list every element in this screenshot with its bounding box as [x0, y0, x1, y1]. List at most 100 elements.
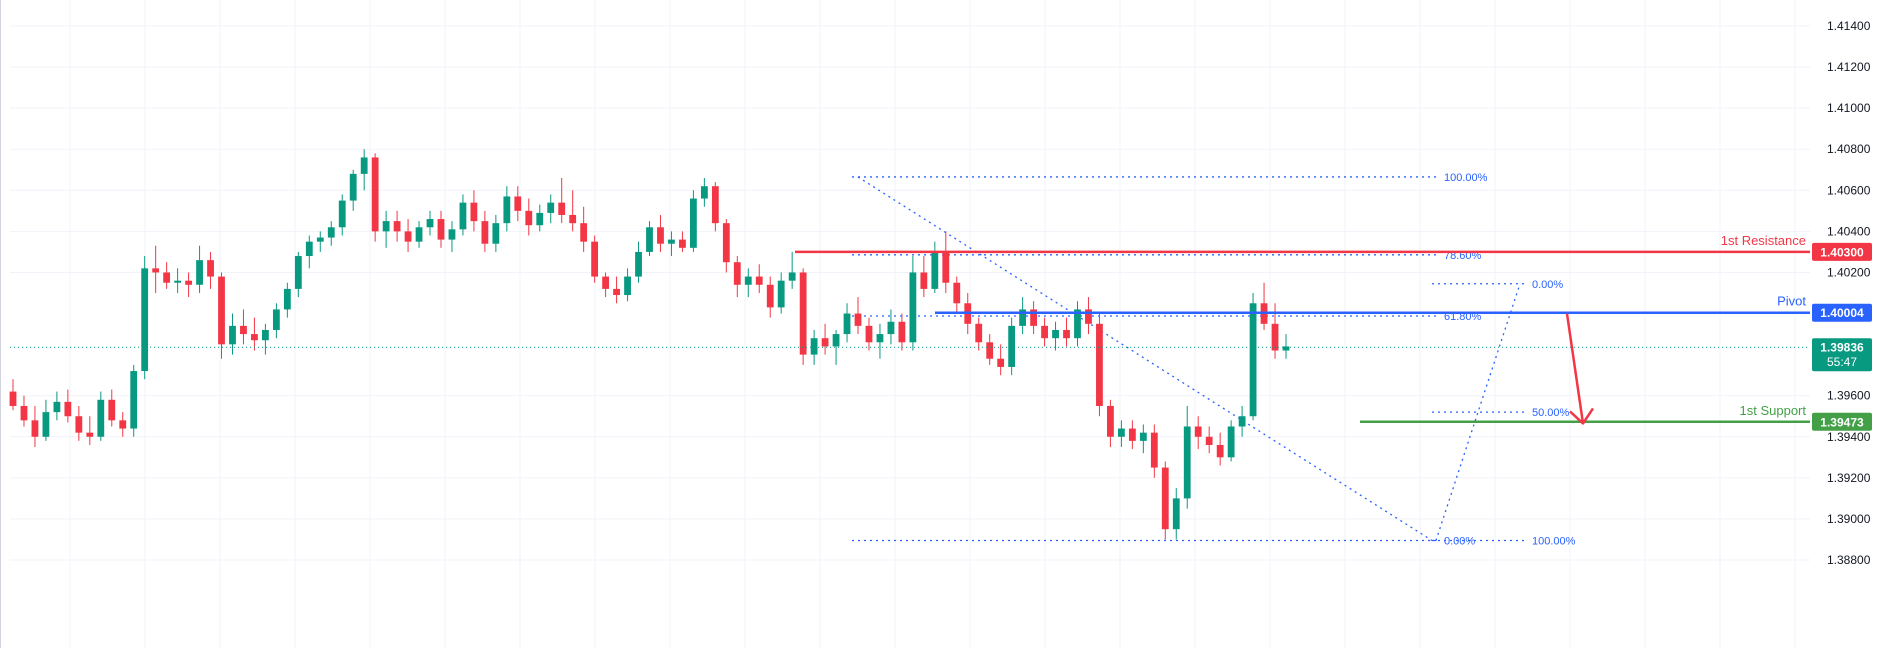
support-resistance-levels[interactable]: 1st Resistance 1.40300 Pivot 1.40004 1st Sup…	[795, 233, 1872, 431]
candle-up	[1227, 426, 1235, 458]
candle-down	[854, 313, 862, 326]
candle-down	[1194, 426, 1202, 437]
candle-down	[657, 227, 664, 244]
fib2-level-label: 100.00%	[1532, 535, 1576, 547]
candle-up	[909, 272, 917, 343]
candle-down	[64, 401, 72, 417]
candle-up	[700, 186, 708, 199]
fib1-level-label: 0.00%	[1444, 535, 1475, 547]
price-tick-label: 1.39600	[1827, 389, 1871, 403]
candle-up	[536, 212, 544, 226]
candle-up	[1117, 428, 1125, 437]
candle-up	[459, 202, 467, 230]
price-tick-label: 1.39000	[1827, 512, 1871, 526]
candle-up	[382, 221, 390, 232]
candle-down	[997, 358, 1005, 367]
candle-down	[119, 420, 127, 429]
candle-up	[448, 229, 456, 240]
candle-up	[1172, 498, 1180, 530]
candle-down	[525, 210, 533, 226]
candle-down	[218, 276, 225, 345]
candle-down	[1205, 436, 1213, 445]
candle-down	[75, 416, 83, 433]
candles	[9, 149, 1290, 540]
price-axis[interactable]: 1.41400 1.41200 1.41000 1.40800 1.40600 1.404…	[1811, 0, 1883, 648]
candle-down	[1128, 428, 1136, 441]
candle-down	[821, 338, 829, 347]
candle-down	[558, 202, 566, 215]
candle-down	[679, 239, 686, 248]
candle-down	[1041, 325, 1048, 339]
candle-down	[799, 272, 807, 355]
resistance-price-badge[interactable]	[1812, 242, 1872, 261]
candle-down	[1063, 329, 1070, 339]
candle-up	[262, 329, 269, 341]
candle-up	[1282, 346, 1290, 351]
candle-down	[569, 214, 577, 224]
candle-down	[240, 325, 247, 335]
candle-down	[9, 391, 17, 406]
candle-down	[31, 420, 39, 437]
support-price-badge[interactable]	[1812, 412, 1872, 431]
pivot-price-text: 1.40004	[1820, 306, 1864, 320]
price-tick-label: 1.40800	[1827, 142, 1871, 156]
candle-up	[832, 334, 840, 347]
candle-down	[1216, 444, 1224, 458]
candle-up	[349, 173, 357, 201]
candle-down	[898, 321, 906, 343]
pivot-price-badge[interactable]	[1812, 303, 1872, 322]
candle-down	[404, 231, 412, 242]
candle-up	[1019, 309, 1027, 326]
candle-up	[843, 313, 851, 335]
candle-up	[1074, 309, 1081, 339]
candle-down	[1096, 323, 1103, 406]
candle-up	[272, 309, 280, 330]
candle-down	[986, 342, 994, 359]
candle-down	[920, 272, 928, 289]
candle-up	[492, 223, 500, 244]
candle-up	[294, 256, 302, 289]
fib2-level-label: 0.00%	[1532, 279, 1563, 291]
candle-up	[283, 288, 291, 310]
candle-up	[338, 200, 346, 228]
candle-down	[152, 268, 160, 273]
candle-down	[591, 241, 599, 277]
candle-down	[1150, 432, 1158, 468]
forecast-arrow-shaft	[1565, 313, 1585, 424]
candle-up	[887, 321, 895, 335]
candle-up	[1052, 329, 1059, 339]
resistance-label: 1st Resistance	[1721, 233, 1806, 248]
candle-down	[613, 288, 620, 296]
candle-up	[1139, 432, 1147, 441]
candle-down	[251, 334, 258, 341]
candle-up	[1249, 303, 1257, 417]
candle-up	[305, 241, 313, 257]
candle-down	[733, 262, 741, 285]
candle-up	[1238, 416, 1246, 427]
candle-down	[722, 223, 730, 263]
candle-down	[865, 325, 873, 343]
price-tick-label: 1.41200	[1827, 60, 1871, 74]
candle-down	[975, 323, 983, 343]
fibonacci-retracements[interactable]: 100.00%78.60%61.80%0.00%0.00%50.00%100.0…	[852, 172, 1576, 548]
candle-down	[755, 276, 763, 285]
bar-countdown-text: 55:47	[1827, 355, 1857, 369]
candle-down	[514, 196, 522, 211]
candle-down	[766, 284, 774, 308]
candle-up	[229, 325, 236, 345]
fib1-level-label: 100.00%	[1444, 172, 1488, 184]
candle-up	[931, 251, 939, 289]
candle-up	[810, 338, 818, 355]
candle-down	[1030, 309, 1037, 326]
candle-up	[1183, 426, 1191, 499]
candle-up	[327, 227, 335, 238]
candle-up	[97, 399, 105, 437]
fib1-level-label: 61.80%	[1444, 311, 1482, 323]
current-price-badge[interactable]	[1812, 338, 1872, 372]
candle-down	[108, 399, 116, 421]
support-label: 1st Support	[1740, 403, 1807, 418]
candle-up	[635, 251, 642, 277]
candle-down	[1271, 323, 1279, 351]
